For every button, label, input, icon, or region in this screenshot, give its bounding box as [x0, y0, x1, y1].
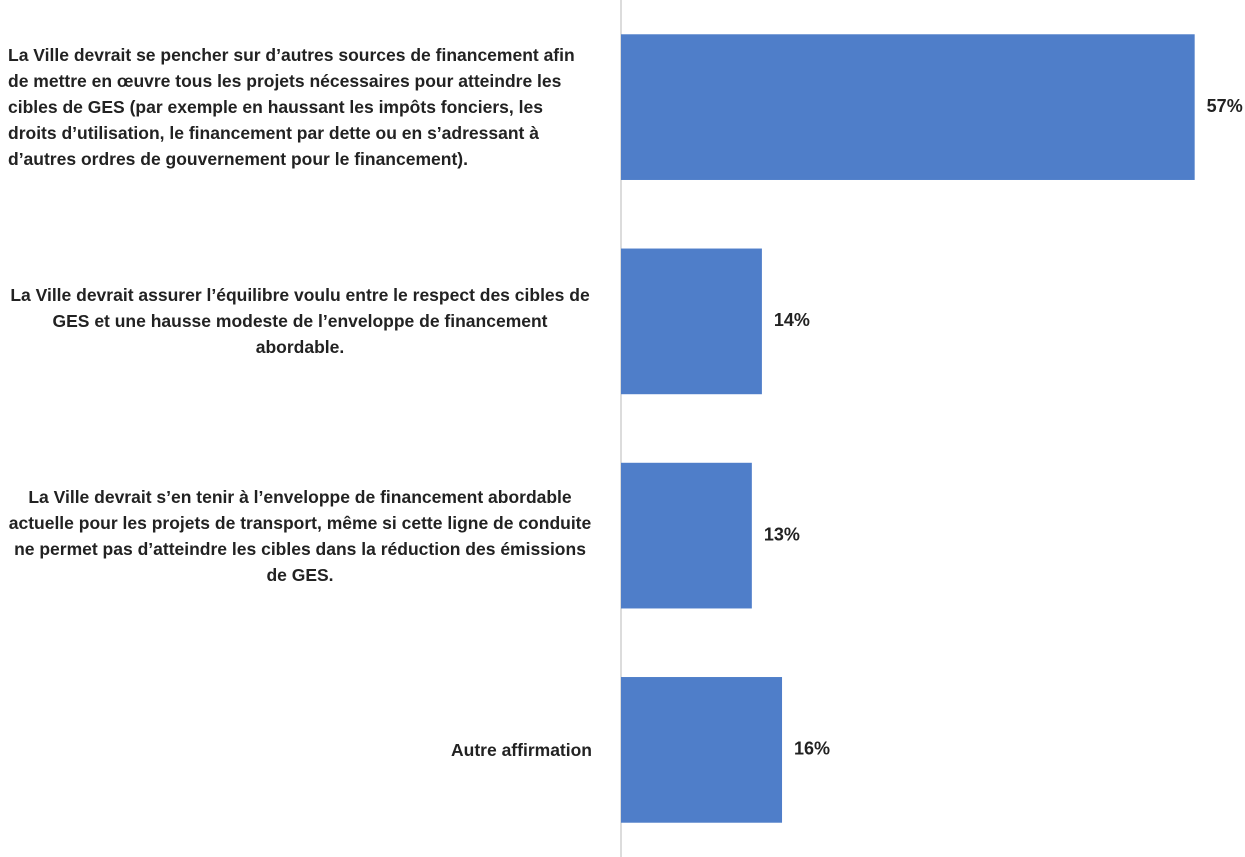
bar [621, 677, 783, 823]
value-label: 16% [794, 739, 830, 759]
category-label: La Ville devrait assurer l’équilibre vou… [10, 285, 590, 358]
bar [621, 248, 762, 395]
bar [621, 34, 1195, 180]
category-label: La Ville devrait s’en tenir à l’envelopp… [8, 486, 592, 585]
bar [621, 462, 752, 609]
value-label: 57% [1207, 96, 1243, 116]
value-label: 14% [774, 310, 810, 330]
category-label: La Ville devrait se pencher sur d’autres… [8, 45, 575, 170]
category-label: Autre affirmation [451, 739, 592, 760]
value-label: 13% [764, 524, 800, 544]
